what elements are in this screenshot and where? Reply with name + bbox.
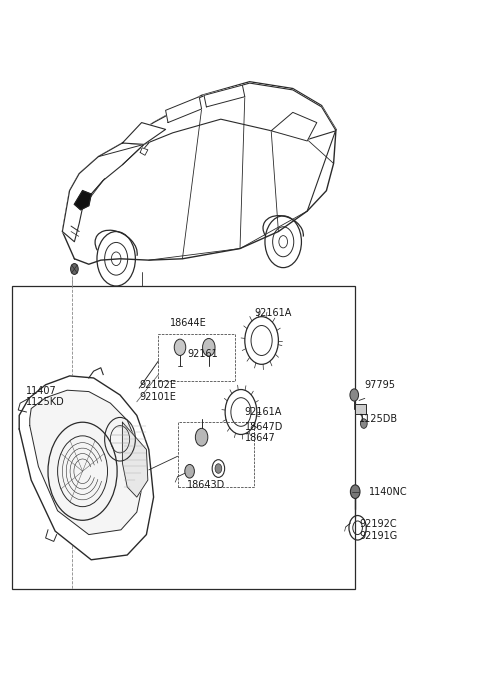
Text: 18644E: 18644E: [170, 319, 207, 328]
Circle shape: [203, 338, 215, 356]
Text: 18647D
18647: 18647D 18647: [245, 422, 283, 443]
Polygon shape: [140, 148, 148, 155]
Polygon shape: [74, 191, 91, 210]
Circle shape: [195, 428, 208, 446]
Bar: [355, 404, 366, 414]
Circle shape: [350, 389, 359, 401]
Text: 1140NC: 1140NC: [369, 487, 407, 496]
Text: 18643D: 18643D: [187, 480, 226, 490]
Circle shape: [360, 419, 367, 428]
Bar: [12, 286, 355, 589]
Text: 92102E
92101E: 92102E 92101E: [139, 380, 176, 402]
Polygon shape: [271, 112, 317, 141]
Circle shape: [174, 339, 186, 355]
Circle shape: [350, 485, 360, 498]
Text: 92161A: 92161A: [254, 308, 292, 318]
Circle shape: [215, 464, 222, 473]
Polygon shape: [122, 123, 166, 144]
Polygon shape: [204, 85, 245, 107]
Text: 92192C
92191G: 92192C 92191G: [359, 519, 397, 541]
Text: 1125DB: 1125DB: [359, 414, 398, 424]
Text: 97795: 97795: [365, 380, 396, 390]
Text: 11407
1125KD: 11407 1125KD: [26, 385, 65, 407]
Polygon shape: [62, 82, 336, 264]
Polygon shape: [62, 143, 144, 242]
Circle shape: [71, 264, 78, 274]
Polygon shape: [19, 376, 154, 560]
Circle shape: [185, 464, 194, 478]
Text: 92161: 92161: [187, 349, 218, 359]
Polygon shape: [122, 422, 148, 497]
Polygon shape: [30, 390, 143, 535]
Polygon shape: [122, 83, 336, 144]
Text: 92161A: 92161A: [245, 407, 282, 417]
Polygon shape: [166, 97, 202, 123]
